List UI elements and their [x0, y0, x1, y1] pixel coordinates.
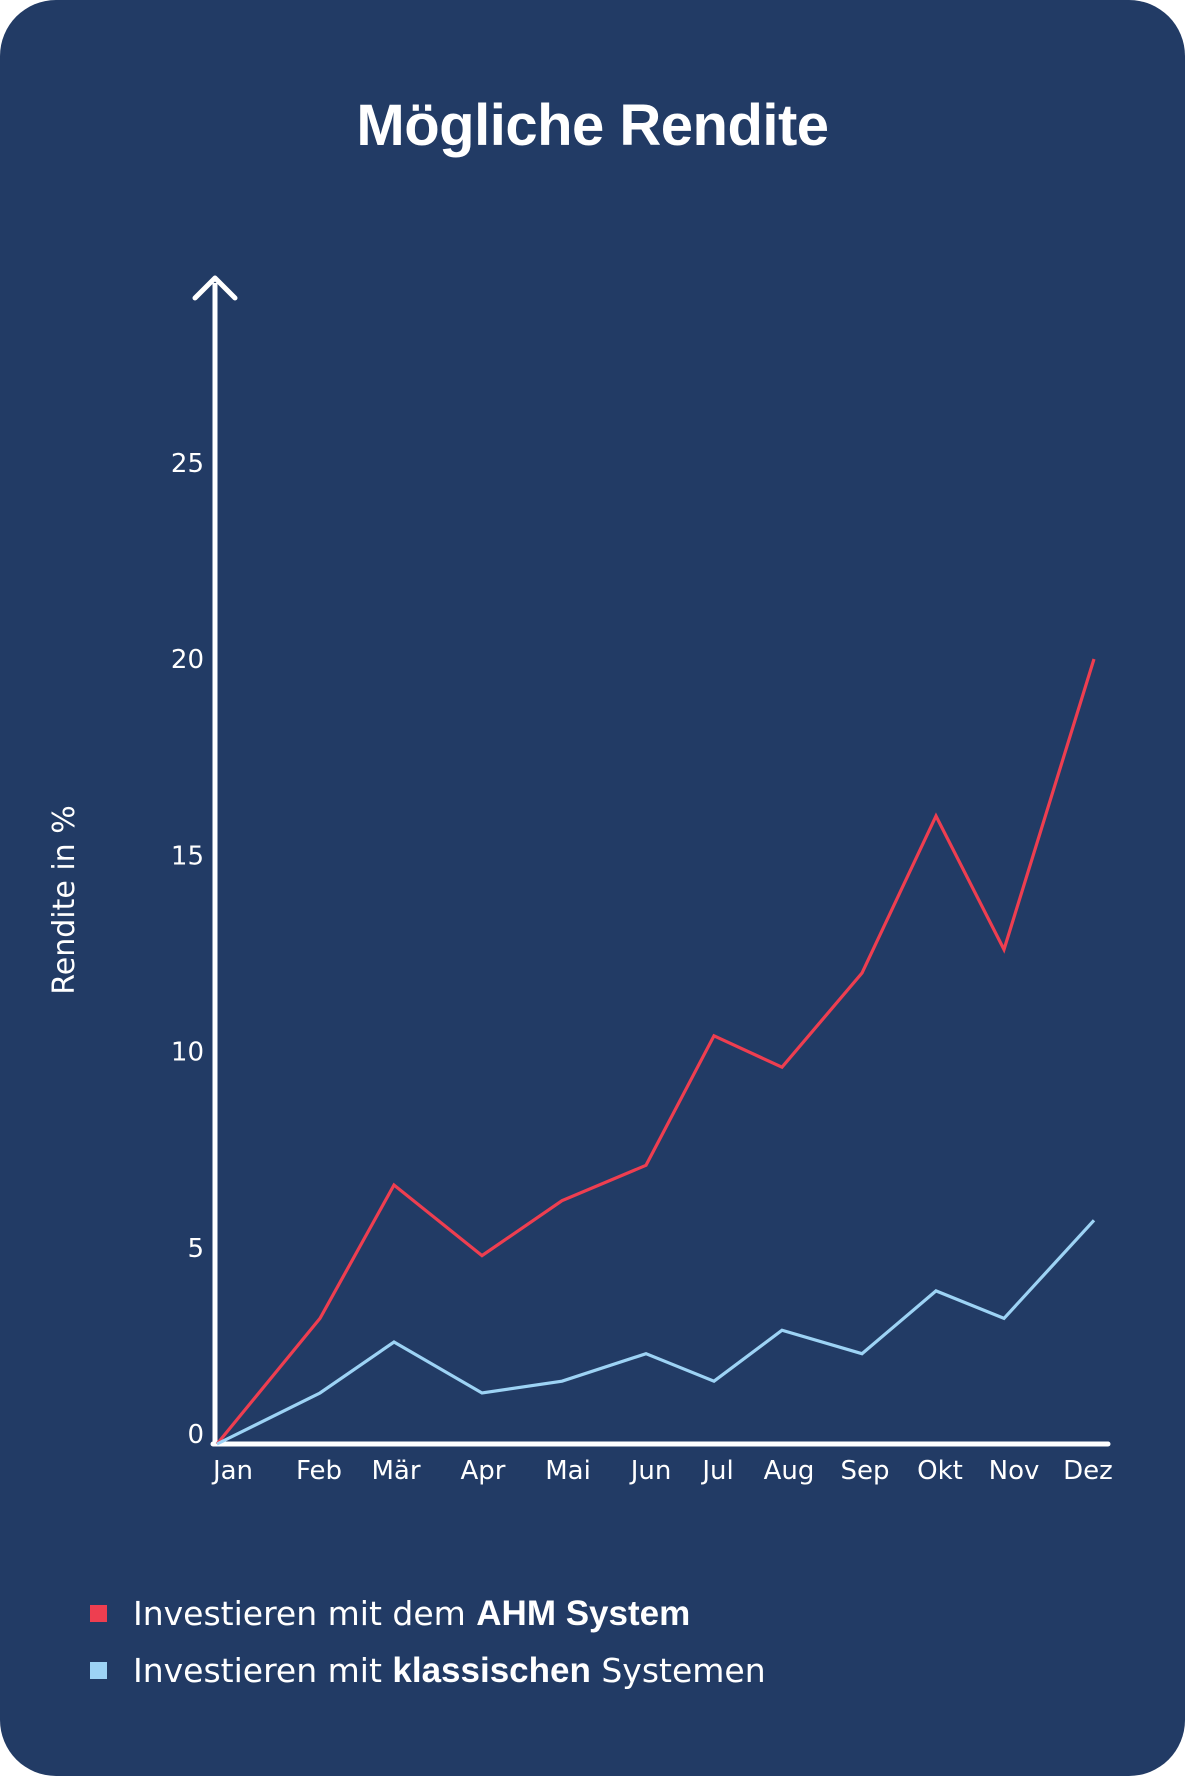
legend-label-text: Investieren mit [133, 1650, 393, 1690]
y-tick-label: 25 [171, 449, 204, 479]
y-tick-label: 20 [171, 645, 204, 675]
x-tick-label: Jan [211, 1456, 253, 1486]
series-lines [215, 658, 1096, 1446]
y-tick-label: 5 [187, 1234, 204, 1264]
legend-label-emphasis: klassischen [392, 1650, 591, 1690]
x-tick-label: Mär [371, 1456, 420, 1486]
y-tick-labels: 0 5 10 15 20 25 [171, 449, 204, 1450]
x-tick-label: Mai [545, 1456, 591, 1486]
legend-label-emphasis: AHM System [476, 1593, 691, 1633]
legend-label: Investieren mit klassischen Systemen [133, 1651, 766, 1691]
x-tick-label: Okt [917, 1456, 963, 1486]
legend-label-text: Investieren mit dem [133, 1593, 477, 1633]
y-tick-label: 10 [171, 1038, 204, 1068]
legend-swatch [90, 1662, 107, 1679]
x-tick-label: Aug [764, 1456, 815, 1486]
y-axis-arrow-icon [192, 275, 238, 301]
x-tick-label: Feb [296, 1456, 342, 1486]
series-line-ahm [215, 658, 1096, 1446]
legend: Investieren mit dem AHM System Investiere… [90, 1585, 766, 1699]
legend-swatch [90, 1605, 107, 1622]
x-tick-label: Jun [629, 1456, 672, 1486]
chart-title: Mögliche Rendite [356, 93, 829, 158]
x-tick-label: Dez [1063, 1456, 1113, 1486]
y-axis-title: Rendite in % [47, 805, 82, 995]
legend-item: Investieren mit klassischen Systemen [90, 1642, 766, 1699]
legend-label: Investieren mit dem AHM System [133, 1594, 690, 1634]
x-tick-label: Jul [700, 1456, 733, 1486]
legend-label-text: Systemen [590, 1650, 766, 1690]
x-tick-label: Sep [840, 1456, 889, 1486]
x-tick-label: Nov [989, 1456, 1040, 1486]
y-tick-label: 0 [187, 1420, 204, 1450]
axes [192, 275, 1111, 1447]
legend-item: Investieren mit dem AHM System [90, 1585, 766, 1642]
x-tick-labels: Jan Feb Mär Apr Mai Jun Jul Aug Sep Okt Nov Dez [211, 1456, 1113, 1486]
x-tick-label: Apr [461, 1456, 506, 1486]
series-line-klassisch [216, 1219, 1096, 1446]
y-tick-label: 15 [171, 841, 204, 871]
